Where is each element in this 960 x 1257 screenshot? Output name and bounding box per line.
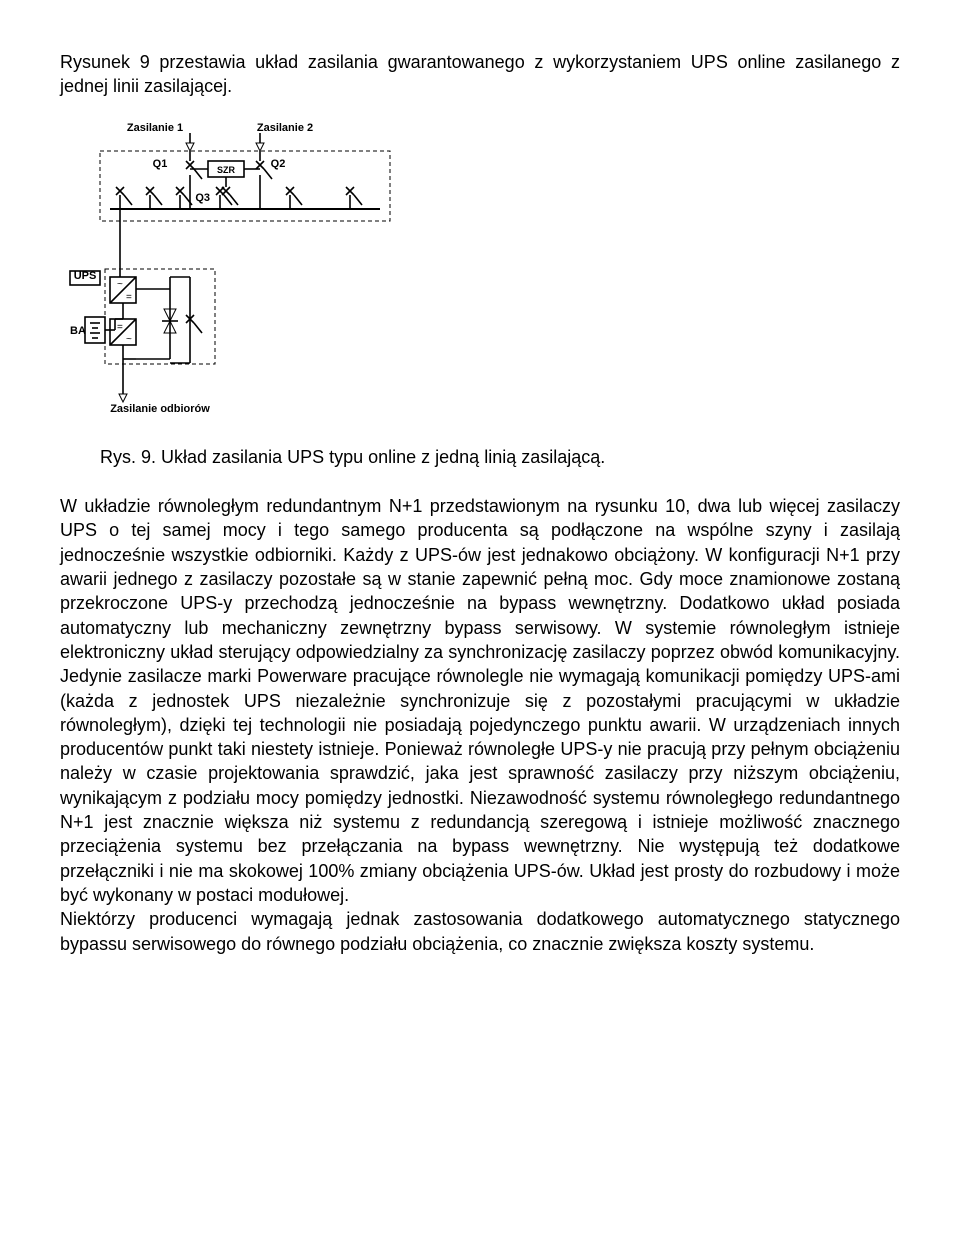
- figure-caption: Rys. 9. Układ zasilania UPS typu online …: [100, 445, 900, 469]
- body-paragraph-2: Niektórzy producenci wymagają jednak zas…: [60, 907, 900, 956]
- svg-text:BA: BA: [70, 325, 86, 337]
- svg-text:Q3: Q3: [195, 192, 210, 204]
- svg-text:=: =: [126, 292, 132, 303]
- svg-text:Zasilanie 2: Zasilanie 2: [257, 122, 313, 134]
- ups-diagram: Zasilanie 1Zasilanie 2Q1Q2SZRQ3UPS~=BA=~…: [60, 119, 420, 419]
- svg-text:Q1: Q1: [153, 158, 168, 170]
- svg-text:SZR: SZR: [217, 165, 236, 175]
- svg-text:~: ~: [126, 334, 132, 345]
- svg-text:~: ~: [117, 279, 123, 290]
- svg-text:Q2: Q2: [271, 158, 286, 170]
- body-paragraph-1: W układzie równoległym redundantnym N+1 …: [60, 494, 900, 907]
- intro-paragraph: Rysunek 9 przestawia układ zasilania gwa…: [60, 50, 900, 99]
- figure-9: Zasilanie 1Zasilanie 2Q1Q2SZRQ3UPS~=BA=~…: [60, 119, 900, 425]
- svg-text:Zasilanie 1: Zasilanie 1: [127, 122, 183, 134]
- svg-text:=: =: [117, 322, 123, 333]
- svg-text:Zasilanie odbiorów: Zasilanie odbiorów: [110, 403, 210, 415]
